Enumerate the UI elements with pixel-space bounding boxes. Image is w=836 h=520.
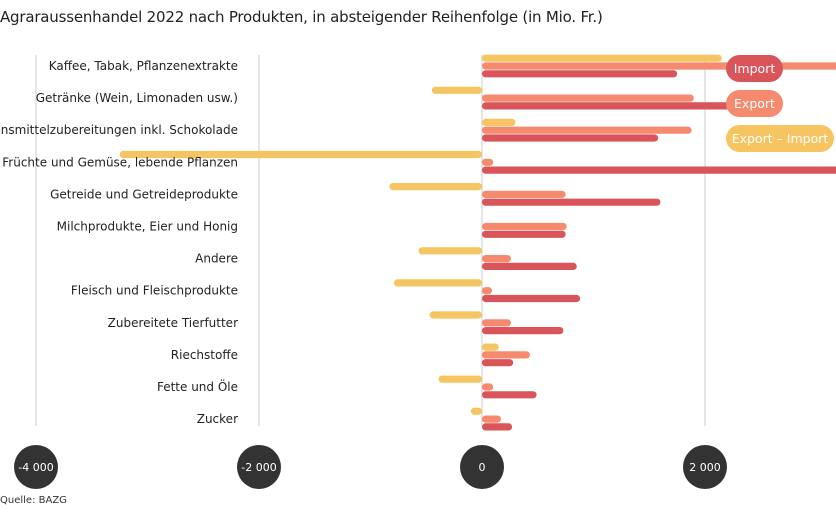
bar-import	[482, 262, 577, 270]
category-label: Lebensmittelzubereitungen inkl. Schokola…	[0, 123, 238, 137]
bar-diff	[389, 183, 482, 191]
bar-diff	[393, 279, 482, 287]
category-label: Getränke (Wein, Limonaden usw.)	[36, 91, 238, 105]
bar-diff	[418, 247, 482, 255]
category-label: Milchprodukte, Eier und Honig	[57, 220, 238, 234]
legend-item-export: Export	[726, 90, 783, 117]
bar-import	[482, 423, 513, 431]
bar-diff	[438, 375, 482, 383]
tick-label: -4 000	[18, 461, 53, 474]
bar-export	[482, 351, 530, 359]
bar-import	[482, 294, 581, 303]
bar-diff	[482, 343, 499, 351]
bar-export	[482, 287, 493, 295]
bar-export	[482, 255, 511, 263]
bar-export	[482, 94, 694, 102]
chart-title: Agraraussenhandel 2022 nach Produkten, i…	[0, 8, 603, 26]
bar-export	[482, 383, 494, 391]
category-label: Früchte und Gemüse, lebende Pflanzen	[2, 155, 238, 169]
bar-export	[482, 190, 566, 198]
category-label: Fette und Öle	[157, 378, 238, 394]
category-label: Zucker	[197, 412, 238, 426]
legend-label: Export	[734, 96, 775, 111]
legend-item-diff: Export – Import	[726, 125, 834, 152]
bar-diff	[482, 118, 516, 126]
bar-import	[482, 70, 678, 78]
tick-label: 2 000	[689, 461, 721, 474]
bar-diff	[119, 150, 482, 159]
legend-pill	[726, 90, 783, 117]
bar-import	[482, 359, 514, 367]
category-label: Getreide und Getreideprodukte	[50, 187, 238, 201]
tick-label: 0	[479, 461, 486, 474]
bar-import	[482, 166, 836, 174]
bar-import	[482, 102, 745, 110]
bar-import	[482, 327, 564, 335]
category-label: Zubereitete Tierfutter	[108, 316, 238, 330]
bars	[119, 54, 836, 431]
legend-item-import: Import	[726, 55, 783, 82]
bar-diff	[470, 407, 482, 415]
bar-import	[482, 391, 537, 399]
x-tick: 0	[460, 445, 504, 489]
category-labels: Kaffee, Tabak, Pflanzenextrakte Getränke …	[0, 59, 238, 426]
tick-badge	[683, 445, 727, 489]
bar-diff	[431, 86, 482, 94]
x-tick: -4 000	[14, 445, 58, 489]
x-tick: -2 000	[237, 445, 281, 489]
grid-lines	[35, 55, 706, 426]
legend: Import Export Export – Import	[726, 55, 834, 152]
tick-badge	[460, 445, 504, 489]
category-label: Kaffee, Tabak, Pflanzenextrakte	[49, 59, 238, 73]
legend-label: Import	[734, 61, 776, 76]
bar-export	[482, 126, 692, 134]
bar-diff	[429, 311, 482, 319]
category-label: Fleisch und Fleischprodukte	[71, 284, 238, 298]
bar-diff	[482, 54, 722, 62]
bar-chart: Kaffee, Tabak, Pflanzenextrakte Getränke …	[0, 54, 836, 489]
category-label: Andere	[195, 252, 238, 266]
x-tick: 2 000	[683, 445, 727, 489]
bar-import	[482, 230, 566, 238]
bar-export	[482, 158, 494, 166]
bar-import	[482, 134, 659, 142]
tick-badge	[14, 445, 58, 489]
category-label: Riechstoffe	[171, 348, 238, 362]
legend-label: Export – Import	[732, 131, 829, 146]
tick-label: -2 000	[241, 461, 276, 474]
bar-import	[482, 198, 661, 206]
bar-export	[482, 415, 501, 423]
legend-pill	[726, 55, 783, 82]
bar-export	[482, 222, 567, 231]
legend-pill	[726, 125, 834, 152]
source-note: Quelle: BAZG	[0, 495, 67, 506]
tick-badge	[237, 445, 281, 489]
bar-export	[482, 319, 511, 327]
